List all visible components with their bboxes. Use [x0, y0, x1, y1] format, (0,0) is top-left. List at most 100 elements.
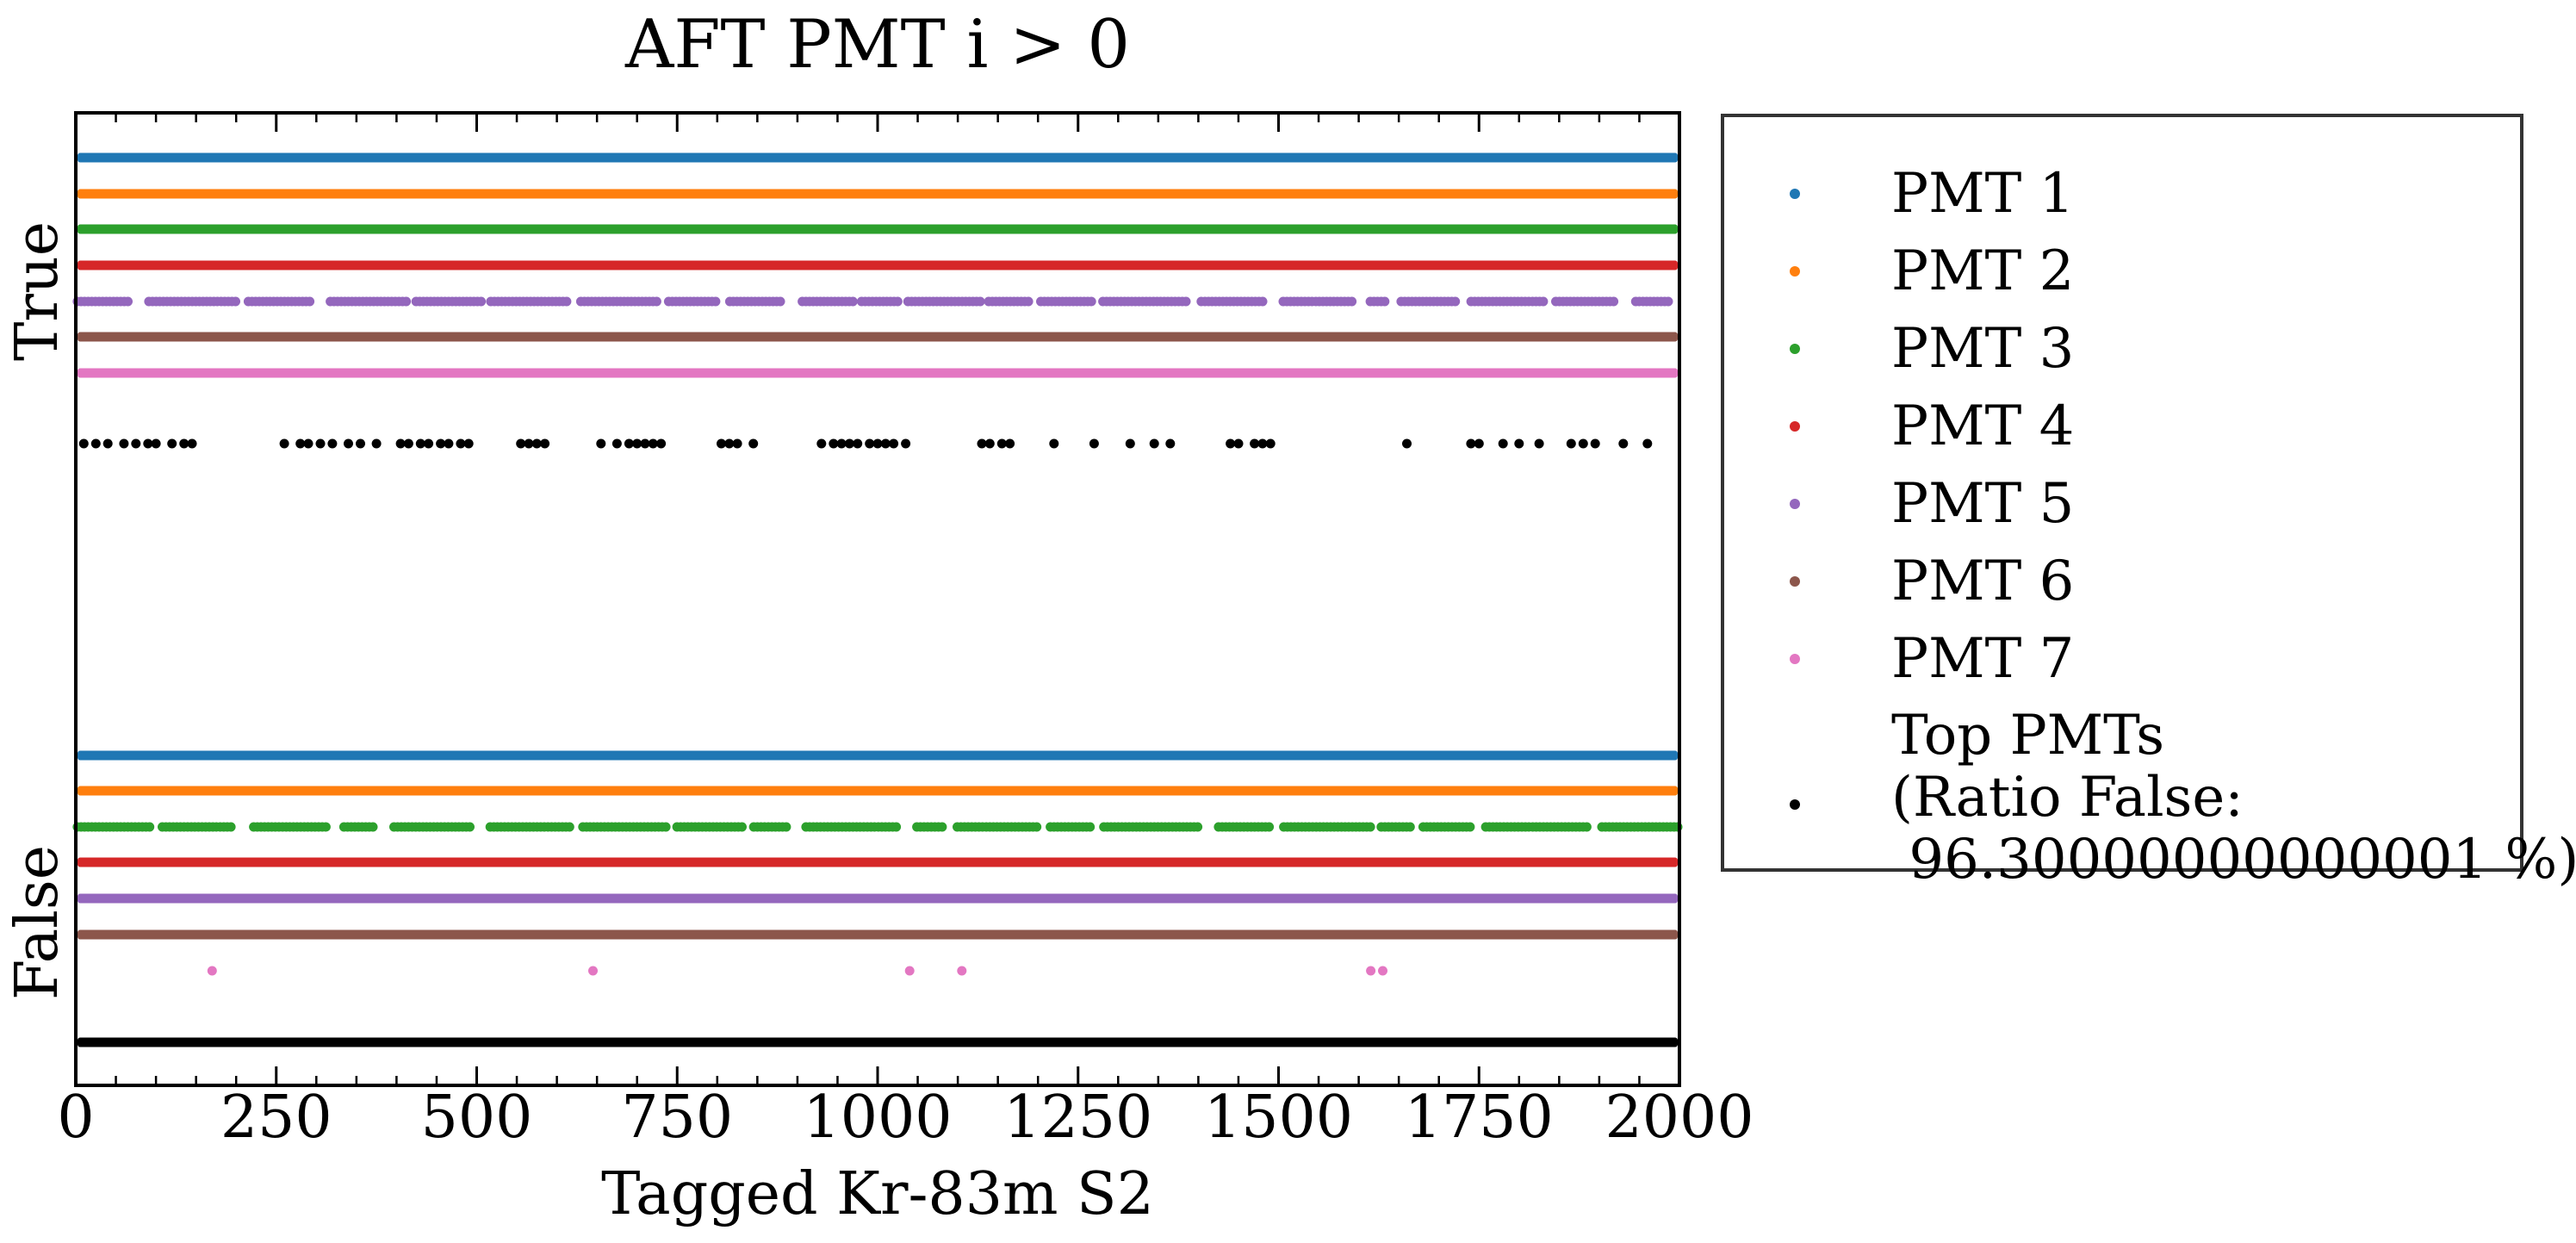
x-tick-label: 1250 [1003, 1084, 1153, 1152]
data-point [892, 296, 903, 307]
data-point [1465, 822, 1475, 832]
data-point [102, 438, 113, 449]
series-1-false-row [78, 750, 1678, 761]
x-tick-label: 750 [621, 1084, 734, 1152]
data-point [1663, 296, 1673, 307]
data-point [401, 296, 412, 307]
data-point [90, 438, 101, 449]
data-point [781, 822, 791, 832]
x-tick-label: 250 [220, 1084, 332, 1152]
x-tick-label: 500 [420, 1084, 533, 1152]
legend-marker [1790, 421, 1800, 432]
data-point [179, 438, 189, 449]
data-point [1257, 438, 1268, 449]
data-point [456, 438, 466, 449]
data-point [1402, 438, 1412, 449]
data-point [403, 438, 413, 449]
data-point [937, 822, 947, 832]
legend-label: PMT 7 [1891, 627, 2075, 691]
data-point [975, 296, 985, 307]
data-point [732, 438, 742, 449]
data-point [1498, 438, 1508, 449]
data-point [436, 438, 446, 449]
data-point [640, 438, 650, 449]
data-point [891, 822, 902, 832]
data-point [226, 822, 236, 832]
data-band [78, 893, 1678, 904]
legend-label: PMT 4 [1891, 395, 2075, 458]
x-tick-label: 1000 [803, 1084, 953, 1152]
series-8-true-row [78, 438, 1653, 449]
data-point [1378, 966, 1387, 976]
data-point [1181, 296, 1191, 307]
data-point [977, 438, 987, 449]
data-point [465, 822, 475, 832]
data-point [1642, 438, 1653, 449]
series-6-true-row [78, 332, 1678, 342]
x-tick-label: 0 [57, 1084, 95, 1152]
plot-frame [74, 111, 1681, 1087]
data-band [78, 750, 1678, 761]
data-point [371, 438, 382, 449]
data-point [295, 438, 306, 449]
series-3-true-row [78, 224, 1678, 234]
data-point [131, 438, 141, 449]
legend-marker [1790, 266, 1800, 277]
data-point [865, 438, 875, 449]
data-point [717, 438, 726, 449]
data-band [78, 1037, 1678, 1047]
legend-label: Top PMTs (Ratio False: 96.30000000000001… [1891, 704, 2576, 892]
x-tick-label: 2000 [1605, 1084, 1754, 1152]
data-point [1089, 438, 1099, 449]
data-point [424, 438, 434, 449]
data-point [279, 438, 289, 449]
data-point [151, 438, 161, 449]
legend-label: PMT 1 [1891, 162, 2075, 226]
data-point [1365, 822, 1375, 832]
series-1-true-row [78, 152, 1678, 163]
data-point [1264, 822, 1275, 832]
data-point [303, 438, 313, 449]
data-point [775, 296, 785, 307]
data-point [1566, 438, 1576, 449]
data-point [531, 438, 542, 449]
data-point [624, 438, 634, 449]
data-point [1233, 438, 1244, 449]
data-point [872, 438, 883, 449]
data-band [78, 857, 1678, 867]
data-band [78, 152, 1678, 163]
data-point [1005, 438, 1015, 449]
series-4-true-row [78, 260, 1678, 270]
data-point [123, 296, 133, 307]
y-tick-label-true: True [3, 221, 71, 361]
data-point [611, 438, 622, 449]
y-tick-label-false: False [3, 845, 71, 1000]
legend-marker [1790, 576, 1800, 587]
data-point [1125, 438, 1135, 449]
data-point [344, 438, 353, 449]
legend-label: PMT 3 [1891, 317, 2075, 381]
x-axis-label: Tagged Kr-83m S2 [601, 1160, 1154, 1228]
data-point [1265, 438, 1276, 449]
data-point [847, 296, 858, 307]
data-point [748, 438, 759, 449]
data-point [724, 438, 735, 449]
series-7-false-row [207, 966, 1387, 976]
data-point [476, 296, 487, 307]
data-point [632, 438, 642, 449]
series-4-false-row [78, 857, 1678, 867]
x-tick-label: 1750 [1404, 1084, 1554, 1152]
data-point [901, 438, 911, 449]
data-point [844, 438, 854, 449]
plot-area [72, 111, 1683, 1087]
legend-marker [1790, 344, 1800, 354]
data-point [816, 438, 827, 449]
legend: PMT 1 PMT 2 PMT 3 PMT 4 PMT 5 PMT 6 PMT 7 Top P… [1721, 114, 2576, 891]
data-point [996, 438, 1007, 449]
data-point [207, 966, 217, 976]
data-point [1534, 438, 1544, 449]
series-3-false-row [72, 822, 1683, 832]
data-point [395, 438, 406, 449]
data-point [984, 438, 995, 449]
data-point [516, 438, 526, 449]
